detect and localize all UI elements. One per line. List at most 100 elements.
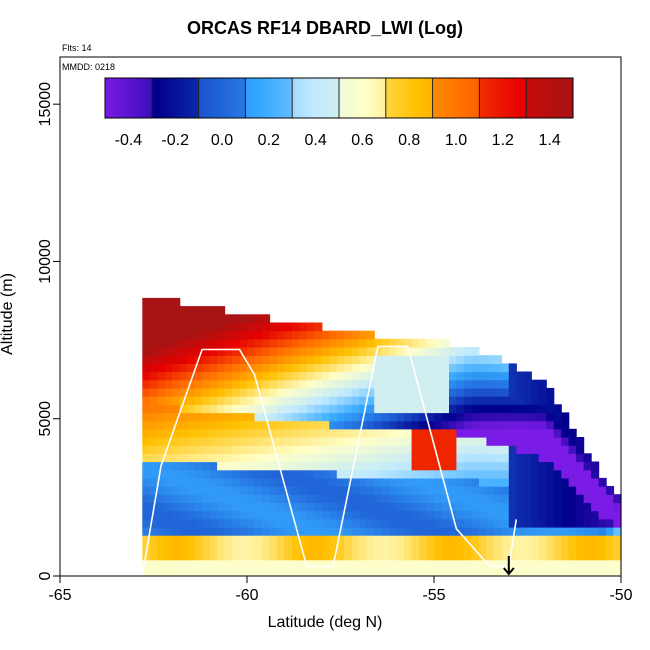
heatmap-cell	[321, 551, 330, 561]
heatmap-cell	[456, 355, 465, 364]
heatmap-cell	[576, 518, 585, 528]
heatmap-cell	[501, 477, 510, 487]
heatmap-cell	[194, 510, 203, 520]
heatmap-cell	[389, 387, 398, 397]
heatmap-cell	[329, 494, 338, 503]
heatmap-cell	[142, 371, 151, 381]
heatmap-cell	[254, 347, 263, 356]
heatmap-cell	[224, 486, 233, 495]
heatmap-cell	[306, 486, 315, 495]
heatmap-cell	[463, 486, 472, 495]
heatmap-cell	[172, 330, 181, 340]
heatmap-cell	[613, 551, 622, 561]
heatmap-cell	[344, 445, 353, 454]
heatmap-cell	[269, 535, 278, 544]
heatmap-cell	[568, 437, 577, 446]
heatmap-cell	[247, 518, 256, 528]
heatmap-cell	[531, 494, 540, 503]
heatmap-cell	[449, 363, 458, 373]
heatmap-cell	[187, 469, 196, 479]
heatmap-cell	[247, 445, 256, 454]
heatmap-cell	[538, 535, 547, 544]
heatmap-cell	[434, 420, 443, 430]
heatmap-cell	[568, 510, 577, 520]
heatmap-cell	[366, 526, 375, 536]
heatmap-cell	[262, 486, 271, 495]
heatmap-cell	[291, 330, 300, 340]
heatmap-cell	[538, 526, 547, 536]
heatmap-cell	[209, 461, 218, 471]
heatmap-cell	[561, 486, 570, 495]
heatmap-cell	[194, 306, 203, 315]
heatmap-cell	[149, 486, 158, 495]
heatmap-cell	[172, 428, 181, 438]
heatmap-cell	[329, 363, 338, 373]
heatmap-cell	[254, 567, 263, 577]
heatmap-cell	[149, 559, 158, 569]
heatmap-cell	[553, 535, 562, 544]
heatmap-cell	[187, 330, 196, 340]
heatmap-cell	[441, 355, 450, 364]
heatmap-cell	[546, 526, 555, 536]
heatmap-cell	[553, 559, 562, 569]
heatmap-cell	[359, 543, 368, 553]
heatmap-cell	[344, 330, 353, 340]
heatmap-cell	[217, 306, 226, 315]
heatmap-cell	[478, 477, 487, 487]
heatmap-cell	[232, 338, 241, 348]
heatmap-cell	[262, 526, 271, 536]
heatmap-cell	[224, 396, 233, 405]
heatmap-cell	[441, 445, 450, 454]
heatmap-cell	[209, 437, 218, 446]
heatmap-cell	[321, 445, 330, 454]
heatmap-cell	[523, 526, 532, 536]
heatmap-cell	[351, 387, 360, 397]
heatmap-cell	[374, 494, 383, 503]
heatmap-cell	[576, 510, 585, 520]
heatmap-cell	[434, 412, 443, 422]
heatmap-cell	[336, 502, 345, 512]
heatmap-cell	[187, 502, 196, 512]
heatmap-cell	[202, 526, 211, 536]
heatmap-cell	[239, 510, 248, 520]
heatmap-cell	[157, 469, 166, 479]
heatmap-cell	[306, 526, 315, 536]
heatmap-cell	[314, 535, 323, 544]
heatmap-cell	[232, 445, 241, 454]
heatmap-cell	[329, 396, 338, 405]
heatmap-cell	[209, 314, 218, 324]
heatmap-cell	[441, 494, 450, 503]
heatmap-cell	[441, 412, 450, 422]
heatmap-cell	[157, 379, 166, 389]
heatmap-cell	[523, 535, 532, 544]
heatmap-cell	[441, 371, 450, 381]
heatmap-cell	[389, 543, 398, 553]
heatmap-cell	[179, 404, 188, 414]
heatmap-cell	[493, 486, 502, 495]
heatmap-cell	[508, 494, 517, 503]
heatmap-cell	[262, 502, 271, 512]
heatmap-cell	[576, 567, 585, 577]
heatmap-cell	[381, 338, 390, 348]
heatmap-cell	[217, 338, 226, 348]
heatmap-cell	[291, 567, 300, 577]
heatmap-cell	[164, 379, 173, 389]
heatmap-cell	[456, 486, 465, 495]
heatmap-cell	[381, 453, 390, 463]
heatmap-cell	[329, 453, 338, 463]
heatmap-cell	[209, 494, 218, 503]
heatmap-cell	[463, 445, 472, 454]
heatmap-cell	[276, 453, 285, 463]
heatmap-cell	[179, 322, 188, 332]
heatmap-cell	[359, 535, 368, 544]
heatmap-cell	[299, 363, 308, 373]
heatmap-cell	[404, 363, 413, 373]
heatmap-cell	[404, 420, 413, 430]
heatmap-cell	[314, 461, 323, 471]
heatmap-cell	[224, 379, 233, 389]
heatmap-cell	[202, 437, 211, 446]
heatmap-cell	[194, 502, 203, 512]
heatmap-cell	[538, 437, 547, 446]
heatmap-cell	[523, 379, 532, 389]
heatmap-cell	[411, 486, 420, 495]
